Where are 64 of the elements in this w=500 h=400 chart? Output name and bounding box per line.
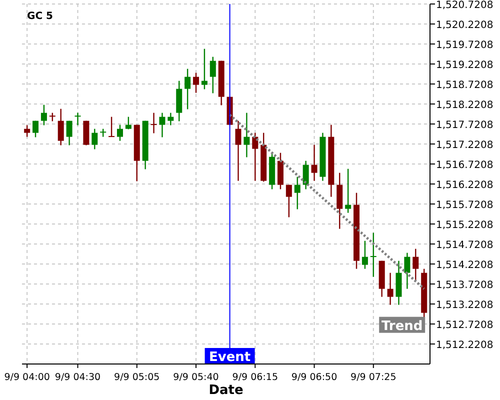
y-tick-label: 1,512.2208 [436,340,494,351]
y-tick-label: 1,514.2208 [436,260,494,271]
y-tick-label: 1,520.2208 [436,20,494,31]
candlestick [302,160,309,190]
y-tick-label: 1,517.7208 [436,120,494,131]
y-tick-label: 1,516.7208 [436,160,494,171]
candlestick [168,112,174,126]
candlestick [92,128,98,150]
y-tick-label: 1,519.2208 [436,60,494,71]
candlestick [66,120,72,146]
candlestick [362,240,368,270]
candlestick [201,48,208,90]
candlestick [176,80,182,122]
candlestick [370,232,376,278]
candlestick [116,124,123,142]
candlestick [32,120,39,138]
candlestick [277,152,284,190]
x-tick-label: 9/9 05:05 [114,372,160,383]
annotation: Event [208,350,251,365]
y-tick-label: 1,517.2208 [436,140,494,151]
y-tick-label: 1,512.7208 [436,320,494,331]
y-tick-label: 1,518.7208 [436,80,494,91]
y-tick-label: 1,514.7208 [436,240,494,251]
candlestick [412,248,419,282]
candlestick [244,112,250,158]
y-tick-label: 1,515.2208 [436,220,494,231]
candlestick [184,68,191,110]
candlestick [235,120,242,182]
candlestick [24,124,30,138]
candlestick [210,56,216,94]
y-tick-label: 1,515.7208 [436,200,494,211]
candlestick [58,108,64,146]
candlestick [252,132,258,182]
text: GC 5 [27,11,54,22]
candlestick [150,112,157,134]
candlestick [294,176,300,210]
y-tick-label: 1,513.7208 [436,280,494,291]
candlestick [193,72,200,94]
candlestick [74,112,81,126]
candlestick [311,144,318,182]
candlestick [396,260,402,306]
candlestick [159,112,166,138]
candlestick [40,104,47,126]
text: Trend [381,318,423,334]
candlestick [286,184,292,218]
candlestick [404,252,410,290]
x-tick-label: 9/9 04:00 [4,372,50,383]
y-tick-label: 1,519.7208 [436,40,494,51]
candlestick [345,168,352,214]
x-tick-label: 9/9 06:50 [291,372,338,383]
x-tick-label: 9/9 05:40 [173,372,219,383]
candlestick [108,116,115,138]
y-tick-label: 1,520.7208 [436,0,494,11]
y-tick-label: 1,518.2208 [436,100,494,111]
x-tick-label: 9/9 06:15 [232,372,278,383]
x-tick-label: 9/9 07:25 [350,372,396,383]
y-tick-label: 1,513.2208 [436,300,494,311]
candlestick [336,172,343,230]
candlestick [125,116,132,130]
line-series [228,114,426,290]
y-tick-label: 1,516.2208 [436,180,494,191]
x-tick-label: 9/9 04:30 [54,372,101,383]
candlestick [387,272,394,306]
x-axis-title: Date [208,383,244,398]
